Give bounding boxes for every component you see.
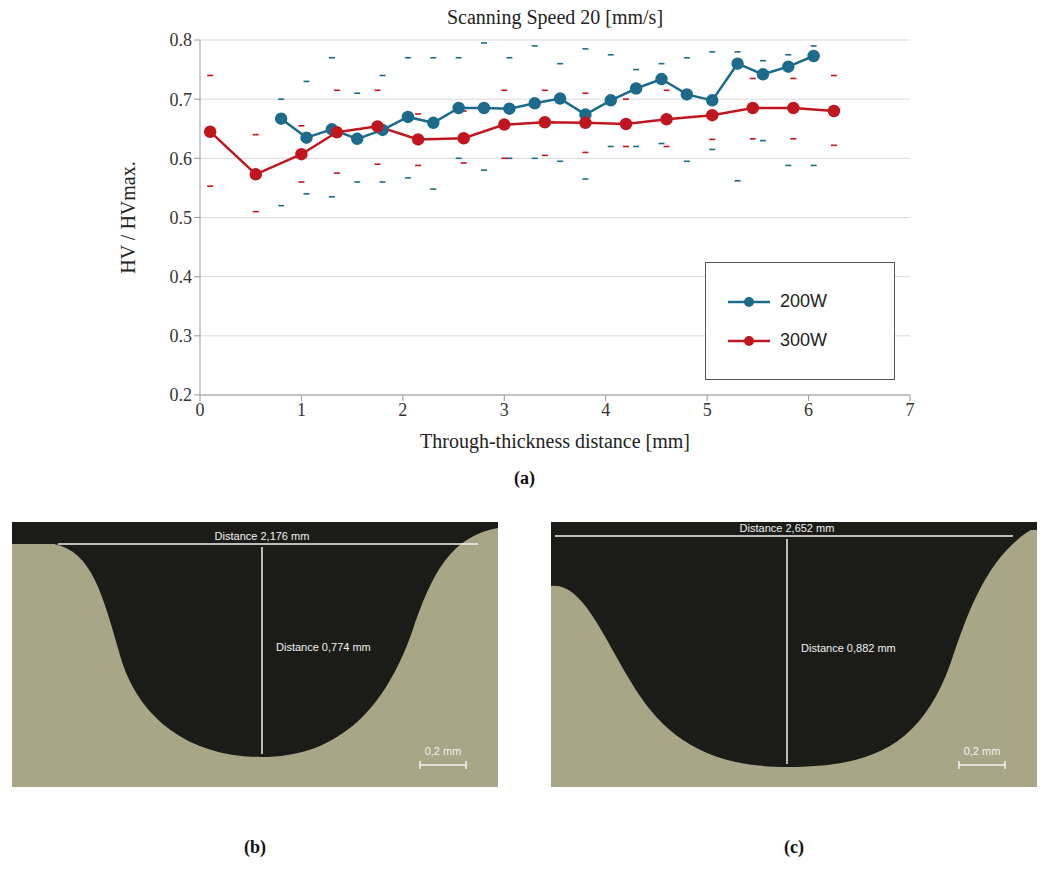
svg-text:0.3: 0.3	[170, 326, 193, 346]
svg-text:0.8: 0.8	[170, 30, 193, 50]
svg-text:Distance 0,774 mm: Distance 0,774 mm	[276, 641, 371, 653]
svg-text:0: 0	[196, 400, 205, 420]
svg-text:0,2 mm: 0,2 mm	[964, 745, 1001, 757]
html-text:300W: 300W	[780, 330, 827, 350]
svg-text:0.2: 0.2	[170, 385, 193, 405]
html-text:200W: 200W	[780, 291, 827, 311]
svg-text:7: 7	[906, 400, 915, 420]
html-text:(c): (c)	[784, 837, 804, 857]
svg-text:Distance 2,652 mm: Distance 2,652 mm	[740, 522, 835, 534]
svg-text:Distance 0,882 mm: Distance 0,882 mm	[801, 642, 896, 654]
svg-text:2: 2	[398, 400, 407, 420]
svg-text:0.7: 0.7	[170, 90, 193, 110]
svg-text:Distance 2,176 mm: Distance 2,176 mm	[215, 530, 310, 542]
svg-text:0.5: 0.5	[170, 208, 193, 228]
svg-text:6: 6	[804, 400, 813, 420]
svg-text:1: 1	[297, 400, 306, 420]
svg-text:4: 4	[601, 400, 610, 420]
html-text:(a): (a)	[514, 468, 535, 488]
svg-text:HV / HVmax.: HV / HVmax.	[117, 161, 139, 273]
svg-text:Through-thickness distance [mm: Through-thickness distance [mm]	[420, 430, 690, 453]
html-text:(b): (b)	[244, 837, 266, 857]
svg-text:5: 5	[703, 400, 712, 420]
svg-text:0.4: 0.4	[170, 267, 193, 287]
svg-text:0.6: 0.6	[170, 149, 193, 169]
svg-text:3: 3	[500, 400, 509, 420]
svg-text:0,2 mm: 0,2 mm	[425, 745, 462, 757]
html-text:Scanning Speed 20 [mm/s]: Scanning Speed 20 [mm/s]	[447, 6, 663, 28]
